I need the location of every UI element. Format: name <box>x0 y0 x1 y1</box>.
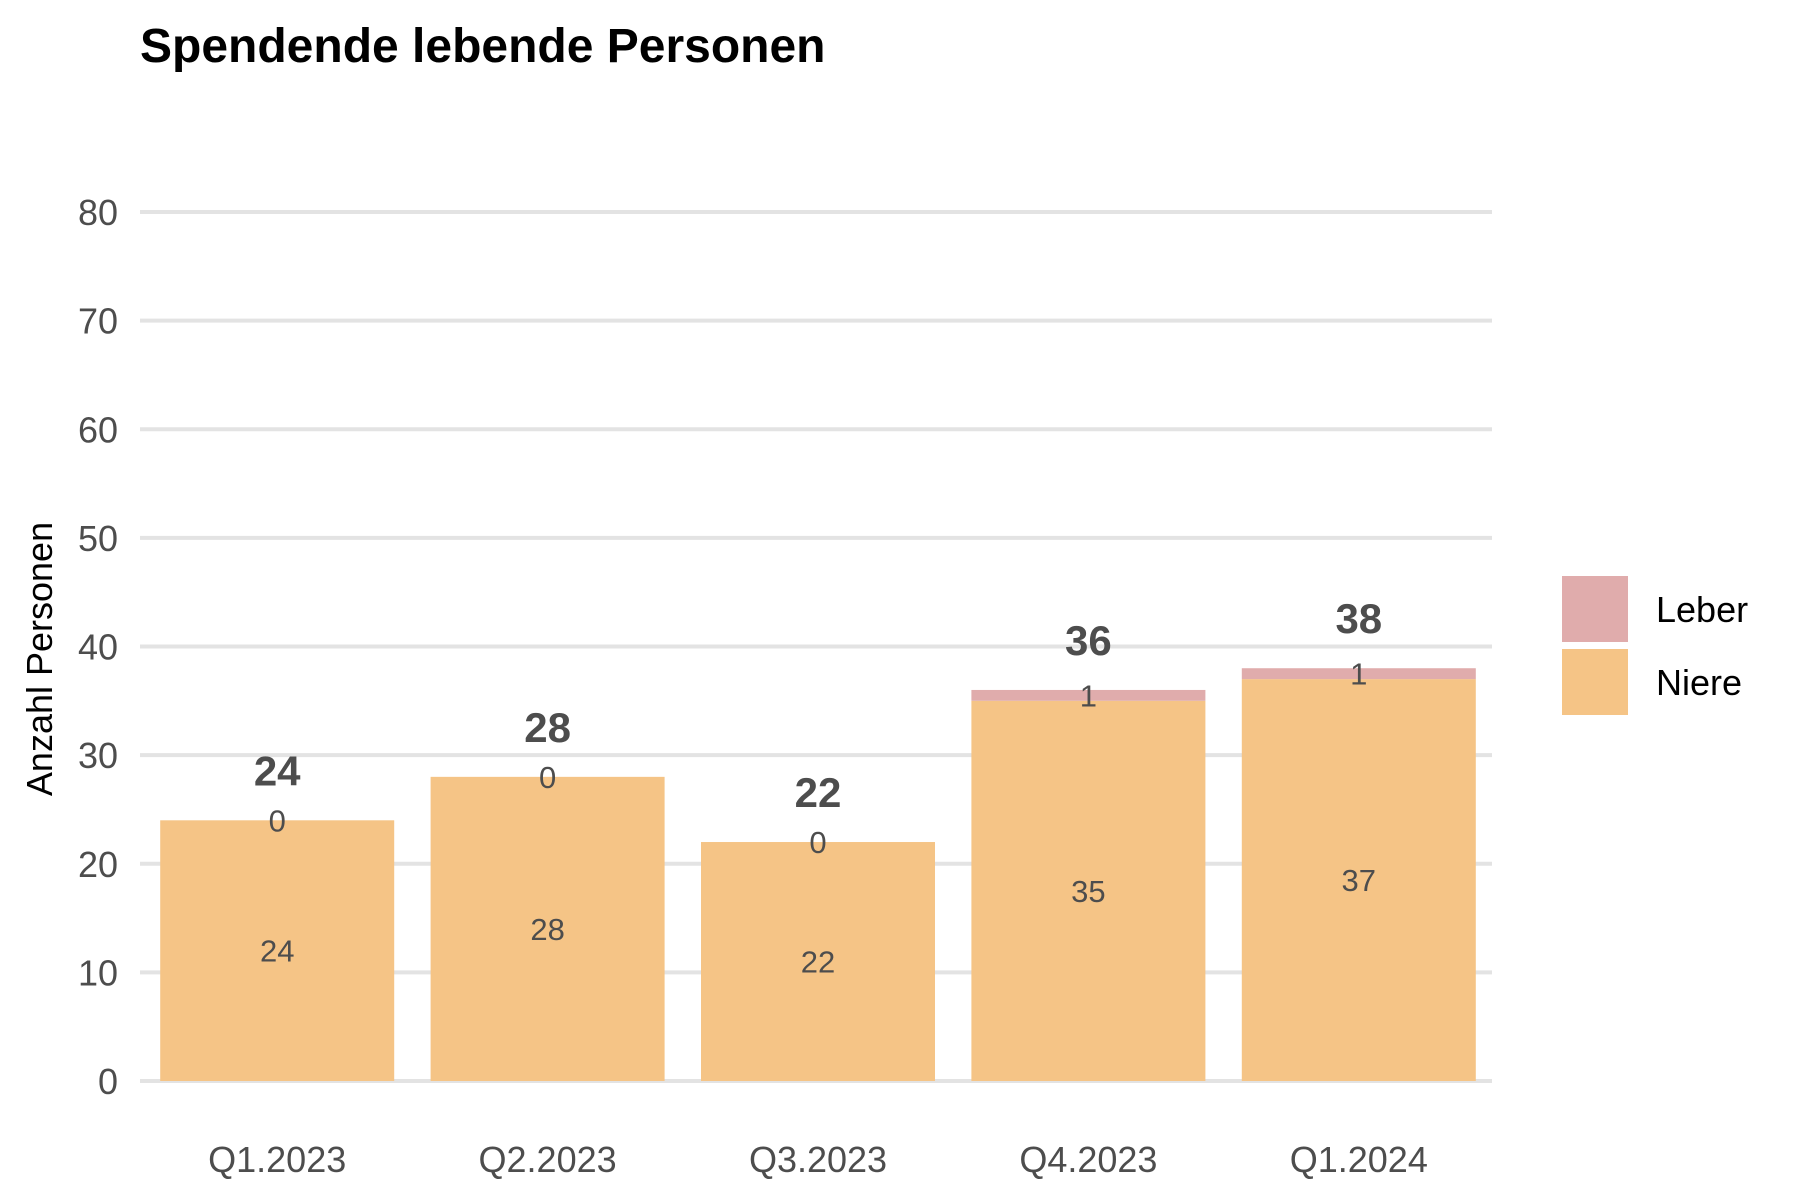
segment-label-niere: 28 <box>530 912 564 947</box>
x-tick-label: Q4.2023 <box>1019 1139 1157 1180</box>
bar-segment-leber <box>1241 668 1476 680</box>
y-tick-label: 60 <box>78 409 118 450</box>
y-tick-label: 10 <box>78 952 118 993</box>
bar-segment-leber <box>971 689 1206 701</box>
y-axis-ticks: 0 10 20 30 40 50 60 70 80 <box>78 192 118 1102</box>
x-tick-label: Q1.2024 <box>1290 1139 1428 1180</box>
segment-label-niere: 24 <box>260 934 294 969</box>
bar-segment-niere <box>1241 679 1476 1081</box>
y-tick-label: 40 <box>78 627 118 668</box>
total-label: 36 <box>1065 617 1112 664</box>
segment-label-leber: 0 <box>809 825 826 860</box>
legend-swatch-leber <box>1562 576 1628 642</box>
bar-segment-niere <box>971 700 1206 1081</box>
x-tick-label: Q1.2023 <box>208 1139 346 1180</box>
bars <box>160 668 1476 1081</box>
bar-segment-niere <box>430 776 665 1081</box>
y-tick-label: 50 <box>78 518 118 559</box>
total-label: 24 <box>254 747 301 794</box>
bar-segment-niere <box>701 842 935 1081</box>
legend-label-leber: Leber <box>1656 589 1748 630</box>
y-tick-label: 0 <box>98 1061 118 1102</box>
total-label: 38 <box>1335 595 1382 642</box>
y-tick-label: 20 <box>78 844 118 885</box>
x-axis-ticks: Q1.2023 Q2.2023 Q3.2023 Q4.2023 Q1.2024 <box>208 1139 1428 1180</box>
total-label: 22 <box>795 769 842 816</box>
chart-title: Spendende lebende Personen <box>140 20 826 73</box>
data-labels: 24 0 24 28 0 28 22 0 22 35 1 36 37 1 38 <box>254 595 1382 979</box>
x-tick-label: Q2.2023 <box>479 1139 617 1180</box>
legend-swatch-niere <box>1562 649 1628 715</box>
bar-segment-niere <box>160 820 395 1081</box>
segment-label-leber: 1 <box>1080 678 1097 713</box>
y-tick-label: 70 <box>78 301 118 342</box>
segment-label-niere: 35 <box>1071 874 1105 909</box>
legend-label-niere: Niere <box>1656 662 1742 703</box>
segment-label-niere: 37 <box>1342 863 1376 898</box>
segment-label-leber: 0 <box>269 803 286 838</box>
segment-label-niere: 22 <box>801 945 835 980</box>
x-tick-label: Q3.2023 <box>749 1139 887 1180</box>
y-tick-label: 30 <box>78 735 118 776</box>
total-label: 28 <box>524 704 571 751</box>
y-axis-label: Anzahl Personen <box>19 522 60 796</box>
segment-label-leber: 0 <box>539 760 556 795</box>
y-tick-label: 80 <box>78 192 118 233</box>
segment-label-leber: 1 <box>1350 657 1367 692</box>
legend: Leber Niere <box>1562 576 1748 715</box>
